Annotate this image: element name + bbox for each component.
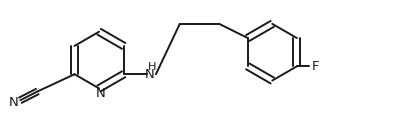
Text: N: N bbox=[144, 68, 154, 81]
Text: H: H bbox=[148, 62, 156, 72]
Text: F: F bbox=[312, 60, 320, 73]
Text: N: N bbox=[9, 96, 19, 109]
Text: N: N bbox=[96, 87, 106, 100]
